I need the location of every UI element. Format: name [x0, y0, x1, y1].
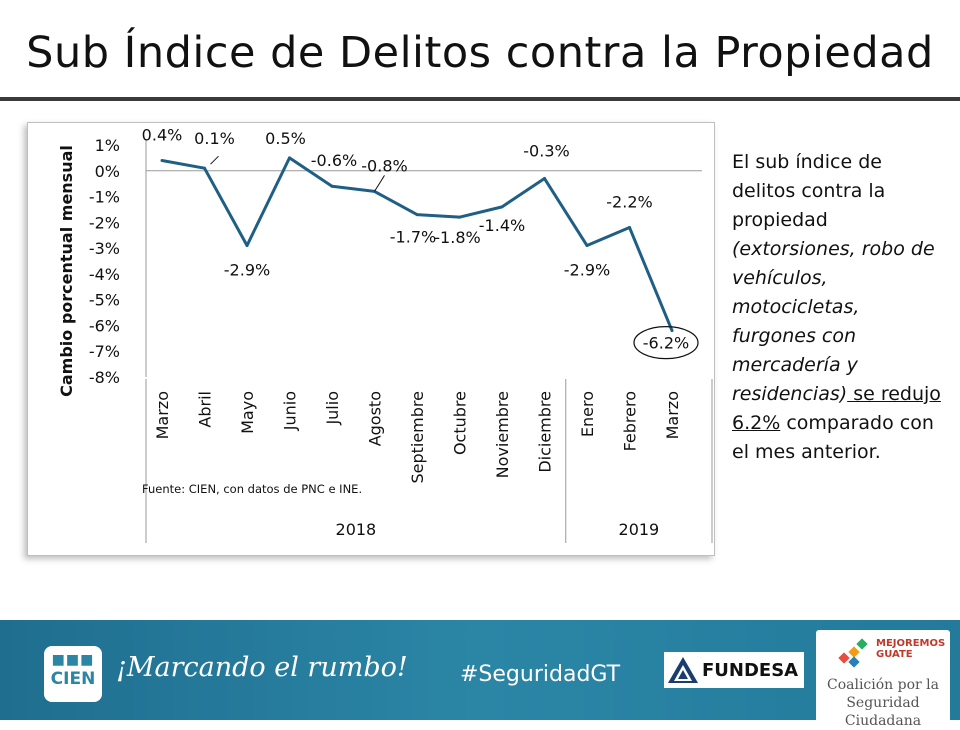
data-point — [628, 225, 631, 229]
chart-panel: 1% 0% -1% -2% -3% -4% -5% -6% -7% -8% Cambio porce… — [27, 122, 715, 556]
y-tick-label: 1% — [95, 136, 120, 155]
cien-logo: ■■■ CIEN — [44, 646, 102, 702]
year-label: 2019 — [619, 520, 660, 539]
data-label: -1.7% — [390, 228, 436, 247]
data-label: -1.8% — [434, 228, 480, 247]
fundesa-triangle-icon — [668, 657, 698, 683]
x-category-label: Agosto — [366, 391, 385, 446]
data-label: -0.6% — [311, 151, 357, 170]
source-note: Fuente: CIEN, con datos de PNC e INE. — [142, 482, 362, 496]
cien-logo-icon: ■■■ — [51, 652, 95, 668]
data-label: 0.1% — [194, 129, 235, 148]
summary-comparison: comparado con el mes anterior. — [732, 412, 934, 463]
data-point — [585, 244, 589, 248]
label-leader-line — [210, 155, 219, 165]
coalicion-text: Coalición por la Seguridad Ciudadana — [826, 677, 939, 729]
year-label: 2018 — [336, 520, 377, 539]
data-label: -1.4% — [479, 216, 525, 235]
y-tick-label: -3% — [89, 239, 120, 258]
x-category-label: Septiembre — [408, 391, 427, 484]
cien-logo-text: CIEN — [50, 669, 96, 689]
x-category-label: Diciembre — [536, 391, 555, 473]
coalicion-logo: MEJOREMOS GUATE Coalición por la Segurid… — [816, 630, 950, 729]
highlight-ellipse — [633, 326, 699, 360]
summary-text: El sub índice de delitos contra la propi… — [732, 148, 942, 467]
x-category-label: Febrero — [621, 391, 640, 451]
y-tick-label: -1% — [89, 188, 120, 207]
data-point — [415, 213, 419, 217]
summary-intro: El sub índice de delitos contra la propi… — [732, 151, 886, 231]
label-leader-line — [374, 175, 385, 192]
y-tick-label: -7% — [89, 342, 120, 361]
x-category-label: Junio — [281, 391, 300, 431]
summary-crime-list: (extorsiones, robo de vehículos, motocic… — [732, 238, 935, 405]
data-label: -2.9% — [564, 261, 610, 280]
y-tick-label: -6% — [89, 316, 120, 335]
data-label: -2.2% — [606, 192, 652, 211]
x-category-label: Marzo — [153, 391, 172, 439]
page-title: Sub Índice de Delitos contra la Propieda… — [26, 28, 934, 78]
y-axis-title: Cambio porcentual mensual — [57, 145, 76, 397]
y-tick-label: -8% — [89, 368, 120, 387]
title-divider — [0, 97, 960, 101]
data-point — [330, 184, 334, 188]
data-point — [160, 158, 164, 162]
y-tick-label: -4% — [89, 265, 120, 284]
x-category-label: Mayo — [238, 391, 257, 434]
data-point — [458, 215, 461, 219]
summary-reduction: se redujo 6.2% — [732, 383, 941, 434]
data-label: -6.2% — [643, 334, 689, 353]
x-category-label: Noviembre — [493, 391, 512, 478]
data-point — [670, 329, 674, 333]
data-point — [543, 177, 546, 181]
y-tick-label: 0% — [95, 162, 120, 181]
mejoremos-guate-icon — [838, 638, 868, 668]
y-tick-label: -2% — [89, 213, 120, 232]
x-category-label: Julio — [323, 391, 342, 426]
fundesa-logo-text: FUNDESA — [702, 659, 799, 681]
data-label: -2.9% — [224, 261, 270, 280]
data-label: 0.5% — [265, 129, 306, 148]
x-category-label: Octubre — [451, 391, 470, 455]
data-label: -0.3% — [523, 142, 569, 161]
y-tick-label: -5% — [89, 291, 120, 310]
data-point — [288, 156, 291, 160]
footer-banner: ■■■ CIEN ¡Marcando el rumbo! #SeguridadG… — [0, 620, 960, 729]
data-label: -0.8% — [361, 156, 407, 175]
mejoremos-guate-text: MEJOREMOS GUATE — [876, 638, 946, 660]
data-label: 0.4% — [142, 125, 183, 144]
data-point — [245, 244, 249, 248]
x-category-label: Marzo — [663, 391, 682, 439]
data-point — [500, 205, 504, 209]
line-chart: 1% 0% -1% -2% -3% -4% -5% -6% -7% -8% Cambio porce… — [57, 125, 713, 543]
footer-slogan: ¡Marcando el rumbo! — [116, 652, 408, 683]
fundesa-logo: FUNDESA — [664, 652, 804, 688]
x-category-label: Abril — [196, 391, 215, 428]
footer-hashtag: #SeguridadGT — [460, 662, 621, 687]
x-category-label: Enero — [578, 391, 597, 437]
data-point — [203, 166, 206, 170]
